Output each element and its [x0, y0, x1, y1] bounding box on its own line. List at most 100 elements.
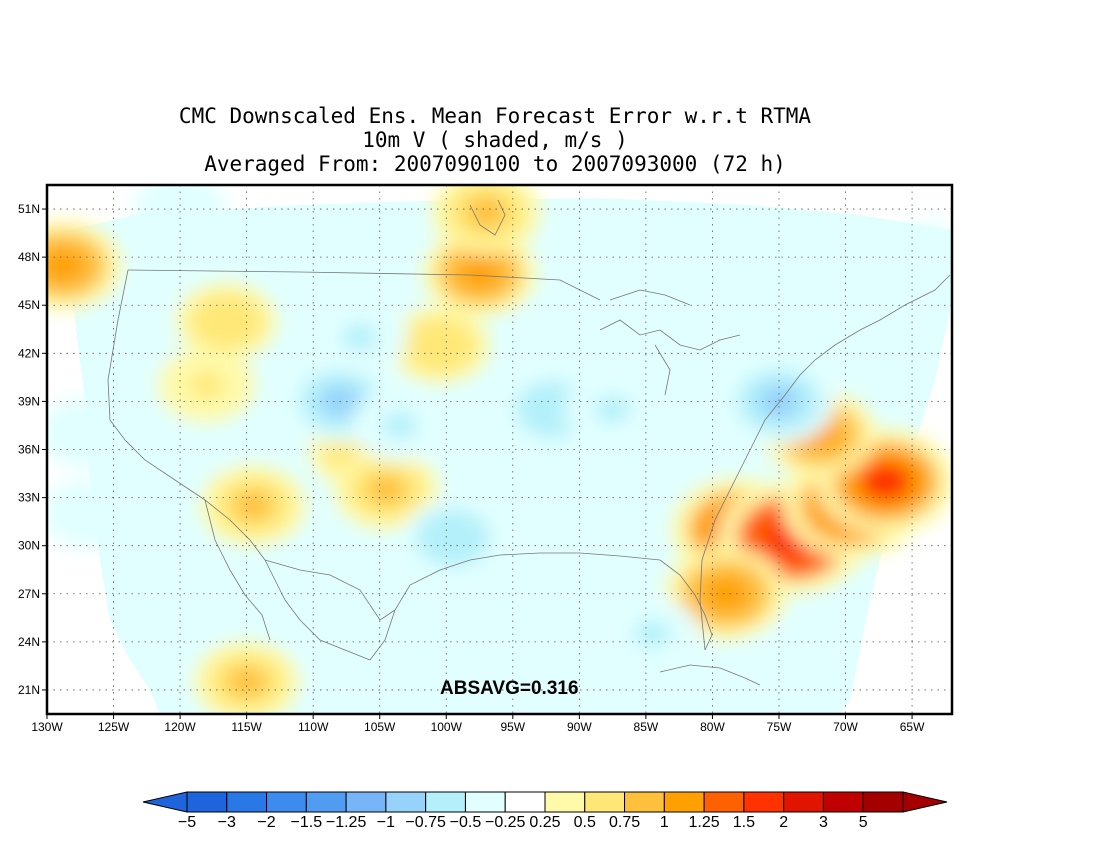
anomaly-peak [634, 620, 671, 648]
anomaly-peak [163, 196, 198, 223]
colorbar-label: 3 [819, 814, 828, 831]
anomaly-peak [534, 395, 572, 424]
lat-tick-label: 30N [18, 539, 40, 553]
lat-tick-label: 45N [18, 298, 40, 312]
colorbar-swatch [584, 791, 626, 813]
colorbar-swatch [703, 791, 745, 813]
anomaly-peak [757, 385, 800, 418]
gulf-coast [369, 552, 713, 661]
colorbar-label: −1.25 [326, 814, 367, 831]
graticule [46, 185, 952, 714]
anomaly-peak [465, 196, 507, 228]
anomaly-peak [227, 667, 267, 697]
anomaly-peak [594, 395, 631, 424]
latitude-labels: 51N 48N 45N 42N 39N 36N 33N 30N 27N 24N 21N [18, 202, 47, 697]
anomaly-peak [69, 420, 104, 447]
anomaly-peak [208, 307, 246, 336]
lon-tick-label: 90W [567, 720, 592, 734]
lon-tick-label: 80W [700, 720, 725, 734]
colorbar-swatch [624, 791, 665, 813]
lon-tick-label: 120W [164, 720, 196, 734]
colorbar-swatch [783, 791, 824, 813]
absavg-label: ABSAVG=0.316 [440, 678, 579, 699]
colorbar-swatch [345, 791, 387, 813]
colorbar-swatch [743, 791, 785, 813]
lon-tick-label: 125W [98, 720, 130, 734]
anomaly-peak [70, 501, 104, 527]
shaded-field [47, 185, 952, 714]
atlantic-coast [699, 274, 951, 651]
colorbar-swatch [822, 791, 864, 813]
colorbar-label: 1.5 [733, 814, 755, 831]
colorbar-label: −1 [377, 814, 395, 831]
chart-subtitle-period: Averaged From: 2007090100 to 2007093000 … [204, 152, 786, 176]
colorbar-label: 1 [660, 814, 669, 831]
colorbar-swatch [266, 791, 307, 813]
colorbar-label: −1.5 [291, 814, 323, 831]
colorbar-swatch [544, 791, 586, 813]
colorbar-label: −0.25 [485, 814, 526, 831]
anomaly-peak [341, 323, 378, 351]
colorbar-label: −0.75 [405, 814, 446, 831]
lat-tick-label: 24N [18, 635, 40, 649]
colorbar-over-arrow [902, 791, 948, 813]
cuba [659, 664, 761, 686]
colorbar-swatch [663, 791, 705, 813]
colorbar: −5 −3 −2 −1.5 −1.25 −1 −0.75 −0.5 −0.25 0.25 0.5 0.… [142, 791, 948, 831]
baja-california [204, 499, 271, 641]
lon-tick-label: 100W [431, 720, 463, 734]
colorbar-swatch [504, 791, 546, 813]
lat-tick-label: 51N [18, 202, 40, 216]
chart-subtitle-variable: 10m V ( shaded, m/s ) [362, 128, 628, 152]
canada-border [127, 269, 601, 301]
lat-tick-label: 48N [18, 250, 40, 264]
colorbar-swatch [862, 791, 904, 813]
longitude-labels: 130W 125W 120W 115W 110W 105W 100W 95W 90W 85W 80W… [31, 714, 925, 734]
anomaly-peak [233, 490, 273, 521]
anomaly-peak [47, 248, 85, 282]
colorbar-label: 1.25 [689, 814, 720, 831]
anomaly-peak [366, 474, 406, 505]
colorbar-swatch [226, 791, 268, 813]
anomaly-peak [859, 461, 912, 502]
lat-tick-label: 27N [18, 587, 40, 601]
lon-tick-label: 115W [231, 720, 262, 734]
colorbar-label: 0.75 [609, 814, 640, 831]
field-anomalies [47, 185, 952, 714]
anomaly-peak [458, 257, 501, 290]
coastlines [107, 199, 951, 686]
hudson-bay [469, 199, 506, 236]
lon-tick-label: 65W [900, 720, 925, 734]
anomaly-peak [775, 644, 810, 671]
colorbar-label: 5 [859, 814, 868, 831]
anomaly-peak [703, 576, 749, 611]
lon-tick-label: 70W [833, 720, 858, 734]
lon-tick-label: 130W [31, 720, 63, 734]
mexico-interior [264, 559, 396, 621]
lon-tick-label: 75W [767, 720, 792, 734]
lon-tick-label: 105W [364, 720, 396, 734]
anomaly-peak [381, 411, 418, 440]
colorbar-label: −2 [257, 814, 275, 831]
colorbar-swatch [186, 791, 228, 813]
pacific-coast [107, 269, 371, 661]
lat-tick-label: 36N [18, 443, 40, 457]
lon-tick-label: 85W [634, 720, 659, 734]
colorbar-label: 0.5 [574, 814, 596, 831]
chart-title: CMC Downscaled Ens. Mean Forecast Error … [178, 104, 812, 128]
lat-tick-label: 33N [18, 491, 40, 505]
colorbar-swatch [464, 791, 506, 813]
lat-tick-label: 21N [18, 683, 40, 697]
anomaly-peak [421, 331, 459, 360]
colorbar-label: 0.25 [529, 814, 560, 831]
colorbar-label: −0.5 [450, 814, 482, 831]
anomaly-peak [434, 523, 472, 552]
colorbar-swatch [425, 791, 466, 813]
lon-tick-label: 95W [500, 720, 525, 734]
colorbar-label: 2 [779, 814, 788, 831]
colorbar-label: −3 [218, 814, 236, 831]
great-lakes [599, 289, 741, 396]
colorbar-swatch [385, 791, 427, 813]
colorbar-label: −5 [178, 814, 196, 831]
